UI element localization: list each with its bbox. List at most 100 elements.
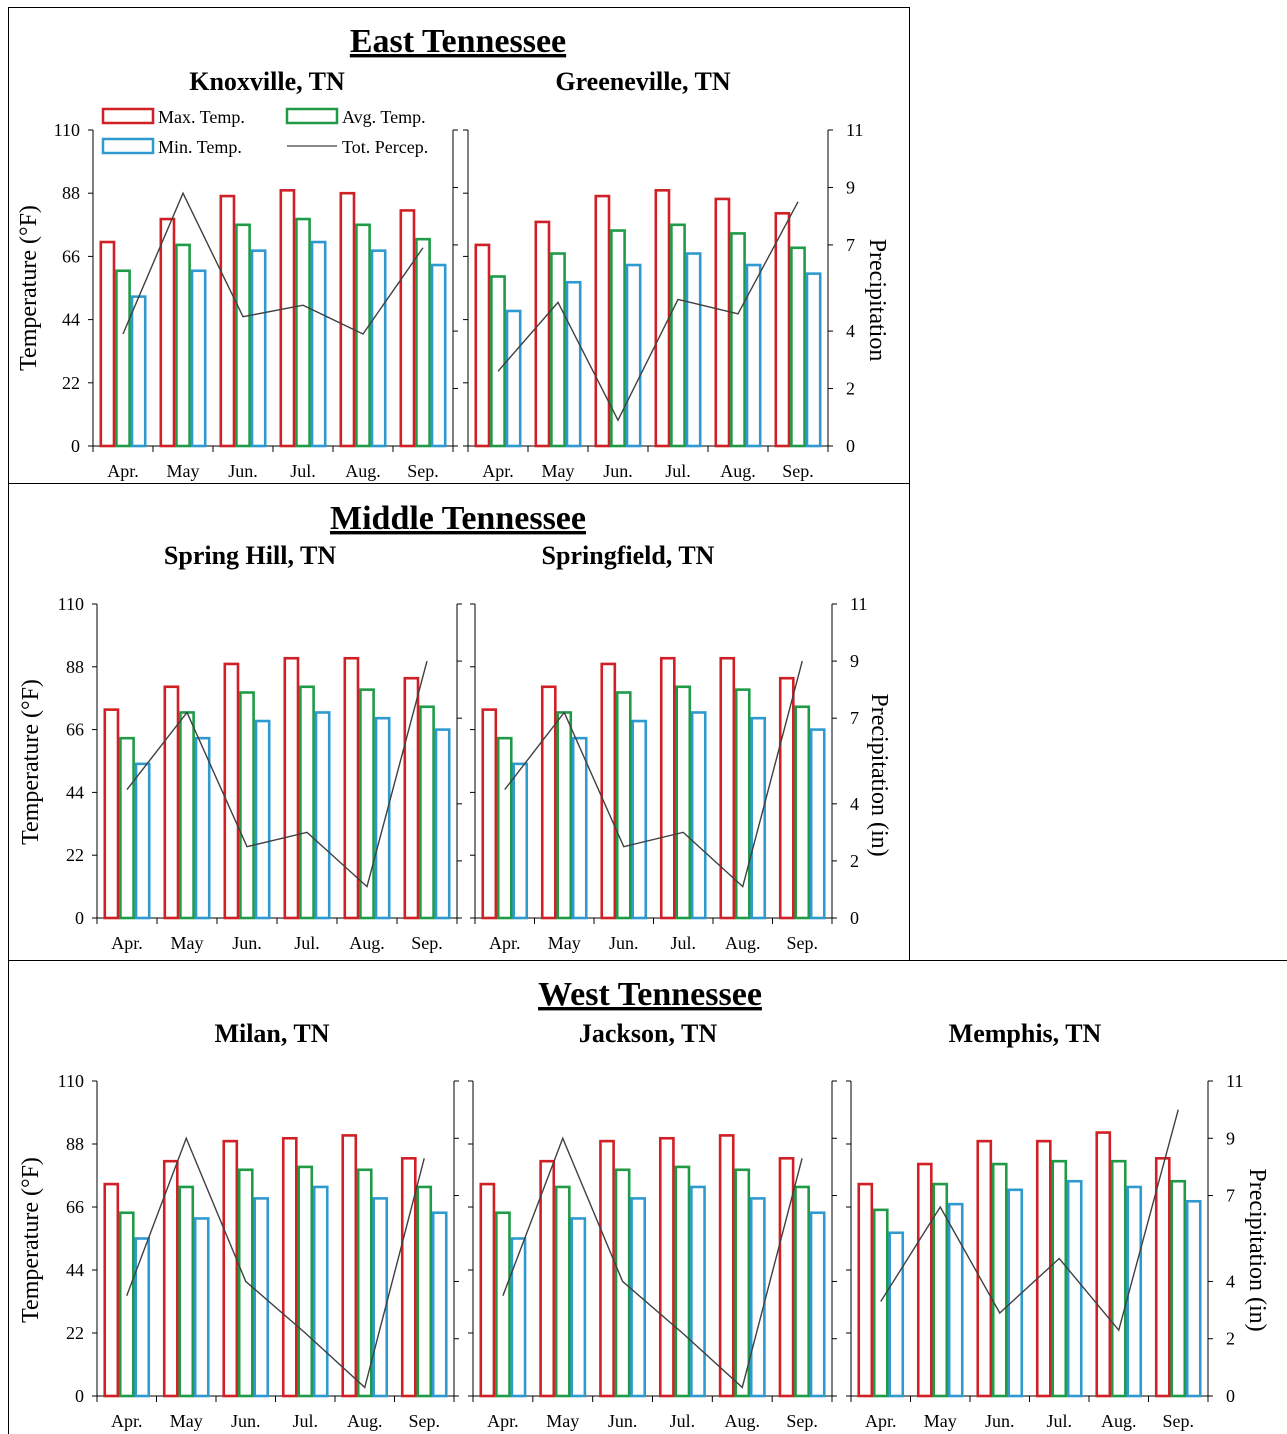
y2-axis-title-middle: Precipitation (in) [866, 693, 892, 856]
y2-tick-label: 4 [846, 321, 855, 341]
bar-max [339, 191, 356, 448]
bar-avg [178, 1185, 195, 1398]
bar-avg [115, 269, 131, 448]
bar-min [193, 1217, 210, 1398]
bar-avg [118, 1211, 135, 1398]
west-region-frame [8, 960, 1287, 1434]
chart-3: 0 2 4 7 9 11 Apr. May Jun. Jul. Aug. Sep. [470, 594, 867, 953]
bar-max [281, 1136, 298, 1398]
bar-avg [1170, 1179, 1187, 1398]
bar-max [1154, 1157, 1171, 1398]
y-tick-label: 110 [58, 594, 84, 614]
bar-max [976, 1139, 993, 1398]
x-tick-label: Aug. [349, 933, 385, 953]
bar-avg [550, 252, 566, 448]
y2-axis-title-west: Precipitation (in) [1244, 1168, 1270, 1331]
bar-min [431, 1211, 448, 1398]
y-tick-label: 66 [66, 1197, 84, 1217]
bar-avg [614, 1168, 631, 1398]
bar-min [130, 295, 147, 448]
x-tick-label: Jul. [670, 933, 696, 953]
precip-line [126, 1136, 425, 1389]
x-tick-label: May [924, 1411, 957, 1431]
bar-max [222, 1139, 239, 1398]
bar-max [474, 243, 491, 448]
chart-title-springfield: Springfield, TN [542, 541, 715, 570]
region-frames [8, 7, 1287, 1434]
bar-max [1035, 1139, 1052, 1398]
x-tick-label: Jul. [1046, 1411, 1072, 1431]
bar-min [434, 728, 451, 920]
y2-axis-title-east: Precipitation [864, 239, 890, 362]
bar-min [750, 716, 767, 920]
bar-avg [239, 691, 255, 920]
bar-min [254, 719, 271, 920]
bar-max [400, 1157, 417, 1398]
y2-tick-label: 11 [850, 594, 867, 614]
x-tick-label: Apr. [487, 1411, 519, 1431]
x-tick-label: May [170, 1411, 203, 1431]
y2-tick-label: 7 [1226, 1186, 1235, 1206]
bar-avg [175, 243, 191, 448]
bar-avg [610, 229, 626, 448]
x-tick-label: Sep. [782, 461, 814, 481]
bar-avg [674, 1165, 691, 1398]
x-tick-label: Aug. [347, 1411, 383, 1431]
x-tick-label: Jul. [294, 933, 320, 953]
bar-max [916, 1162, 933, 1398]
precip-line [126, 660, 428, 888]
chart-title-jackson: Jackson, TN [579, 1019, 717, 1048]
bar-max [163, 685, 180, 920]
bar-avg [419, 705, 435, 920]
bar-min [1007, 1188, 1024, 1398]
bar-min [253, 1197, 270, 1398]
x-tick-label: Sep. [1163, 1411, 1195, 1431]
y-tick-label: 0 [75, 1386, 84, 1406]
bar-avg [734, 1168, 751, 1398]
x-tick-label: Aug. [725, 933, 761, 953]
x-tick-label: Jun. [232, 933, 262, 953]
chart-5: Apr. May Jun. Jul. Aug. Sep. [468, 1080, 837, 1431]
bar-max [778, 1157, 795, 1398]
y-tick-label: 0 [71, 436, 80, 456]
bar-max [399, 209, 416, 448]
bar-avg [615, 691, 632, 920]
bar-avg [675, 685, 692, 920]
bar-avg [416, 1185, 433, 1398]
bar-avg [359, 688, 375, 920]
bar-min [685, 252, 702, 448]
chart-title-memphis: Memphis, TN [949, 1019, 1102, 1048]
y-tick-label: 66 [62, 246, 80, 266]
bar-max [103, 1182, 120, 1398]
bar-avg [235, 223, 251, 448]
bar-avg [295, 217, 311, 448]
bar-max [857, 1182, 874, 1398]
y-tick-label: 88 [66, 1134, 84, 1154]
chart-6: 0 2 4 7 9 11 Apr. May Jun. Jul. Aug. Sep. [846, 1071, 1243, 1431]
y2-tick-label: 2 [846, 379, 855, 399]
bar-min [625, 263, 642, 448]
x-tick-label: Jul. [290, 461, 316, 481]
bar-max [534, 220, 551, 448]
bar-max [279, 189, 296, 448]
chart-2: 0 22 44 66 88 110 Apr. May Jun. Jul. Aug. Sep. [58, 594, 462, 953]
bar-avg [991, 1162, 1008, 1398]
x-tick-label: Aug. [720, 461, 756, 481]
bar-min [512, 762, 529, 920]
x-tick-label: Sep. [787, 933, 819, 953]
y-tick-label: 88 [66, 657, 84, 677]
region-title-west: West Tennessee [538, 976, 762, 1013]
region-title-middle: Middle Tennessee [330, 500, 586, 537]
x-tick-label: Sep. [409, 1411, 441, 1431]
bar-max [599, 1139, 615, 1398]
bar-min [570, 1217, 587, 1398]
legend-swatch-avg [285, 107, 339, 125]
bar-avg [355, 223, 371, 448]
bar-max [654, 189, 671, 448]
x-tick-label: May [542, 461, 575, 481]
bar-min [1126, 1185, 1143, 1398]
bar-max [774, 212, 791, 448]
precip-line [122, 191, 424, 335]
